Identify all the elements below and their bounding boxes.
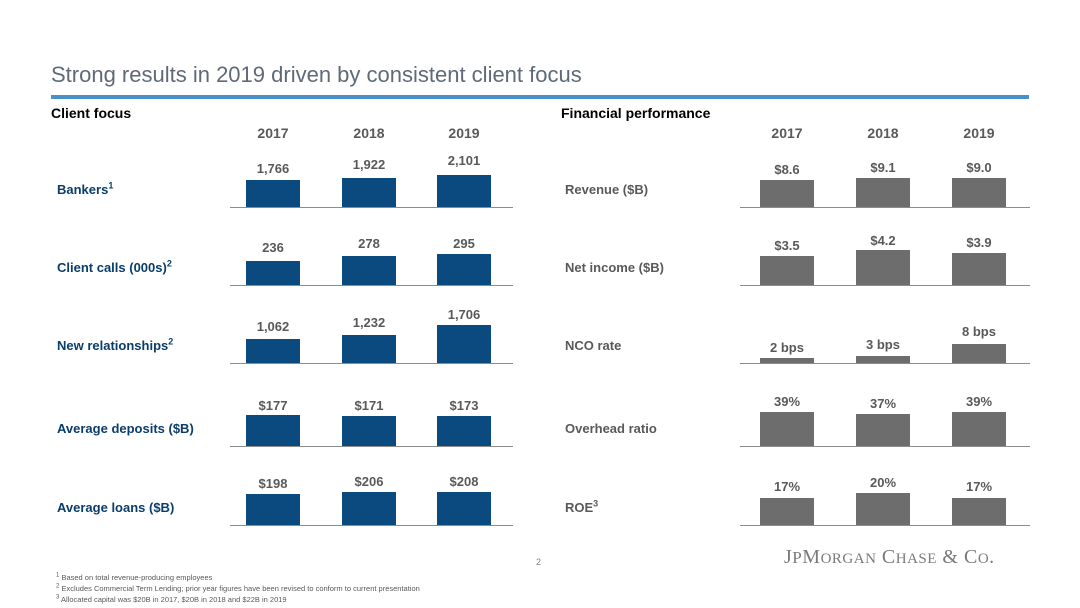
row-label-new-relationships: New relationships2: [57, 336, 174, 353]
financial-performance-heading: Financial performance: [561, 105, 711, 121]
footnote-3: 3 Allocated capital was $20B in 2017, $2…: [56, 594, 287, 605]
value-label: $8.6: [774, 162, 800, 177]
baseline: [230, 446, 513, 447]
bar-average-loans-2019: [437, 492, 491, 525]
bar-nco-rate-2019: [952, 344, 1006, 363]
footnote-1: 1 Based on total revenue-producing emplo…: [56, 572, 213, 583]
right-year-2018: 2018: [867, 125, 899, 141]
bar-average-deposits-2017: [246, 415, 300, 446]
bar-bankers-2018: [342, 178, 396, 207]
value-label: 37%: [869, 396, 897, 411]
value-label: $9.0: [966, 160, 992, 175]
page-number: 2: [536, 557, 542, 567]
left-year-2017: 2017: [257, 125, 289, 141]
value-label: 17%: [773, 479, 801, 494]
baseline: [740, 446, 1030, 447]
bar-nco-rate-2018: [856, 356, 910, 363]
bar-overhead-ratio-2019: [952, 412, 1006, 446]
bar-new-relationships-2019: [437, 325, 491, 363]
value-label: 1,062: [256, 319, 290, 334]
value-label: 39%: [773, 394, 801, 409]
row-label-net-income: Net income ($B): [565, 260, 664, 275]
value-label: 295: [453, 236, 475, 251]
bar-net-income-2018: [856, 250, 910, 285]
row-label-revenue: Revenue ($B): [565, 182, 649, 197]
value-label: $198: [258, 476, 288, 491]
bar-average-deposits-2019: [437, 416, 491, 446]
bar-average-deposits-2018: [342, 416, 396, 446]
value-label: 8 bps: [962, 324, 996, 339]
value-label: $9.1: [870, 160, 896, 175]
value-label: 1,922: [352, 157, 386, 172]
value-label: 1,766: [256, 161, 290, 176]
row-label-overhead-ratio: Overhead ratio: [565, 421, 657, 436]
baseline: [740, 525, 1030, 526]
value-label: 278: [358, 236, 380, 251]
bar-roe-2018: [856, 493, 910, 525]
baseline: [740, 207, 1030, 208]
footnote-2: 2 Excludes Commercial Term Lending; prio…: [56, 583, 420, 594]
value-label: $3.5: [774, 238, 800, 253]
baseline: [230, 363, 513, 364]
baseline: [740, 285, 1030, 286]
value-label: 3 bps: [866, 337, 900, 352]
left-year-2019: 2019: [448, 125, 480, 141]
row-label-roe: ROE3: [565, 498, 599, 515]
value-label: $171: [354, 398, 384, 413]
bar-revenue-2018: [856, 178, 910, 207]
right-year-2019: 2019: [963, 125, 995, 141]
bar-bankers-2019: [437, 175, 491, 207]
bar-roe-2019: [952, 498, 1006, 525]
bar-net-income-2019: [952, 253, 1006, 285]
value-label: $173: [449, 398, 479, 413]
bar-average-loans-2018: [342, 492, 396, 525]
value-label: 2,101: [447, 153, 481, 168]
baseline: [230, 525, 513, 526]
baseline: [230, 285, 513, 286]
left-year-2018: 2018: [353, 125, 385, 141]
value-label: $208: [449, 474, 479, 489]
bar-revenue-2019: [952, 178, 1006, 207]
value-label: $206: [354, 474, 384, 489]
bar-roe-2017: [760, 498, 814, 525]
company-logo: JPMORGAN CHASE & CO.: [784, 546, 995, 568]
baseline: [740, 363, 1030, 364]
value-label: $177: [258, 398, 288, 413]
baseline: [230, 207, 513, 208]
page-title: Strong results in 2019 driven by consist…: [51, 62, 582, 87]
value-label: $3.9: [966, 235, 992, 250]
value-label: 236: [262, 240, 284, 255]
row-label-average-deposits: Average deposits ($B): [57, 421, 194, 436]
bar-client-calls-2018: [342, 256, 396, 285]
bar-client-calls-2019: [437, 254, 491, 285]
bar-new-relationships-2017: [246, 339, 300, 363]
bar-revenue-2017: [760, 180, 814, 207]
bar-net-income-2017: [760, 256, 814, 285]
client-focus-heading: Client focus: [51, 105, 132, 121]
row-label-client-calls: Client calls (000s)2: [57, 258, 172, 275]
title-rule: [51, 95, 1029, 99]
bar-overhead-ratio-2017: [760, 412, 814, 446]
value-label: 2 bps: [770, 340, 804, 355]
value-label: 20%: [869, 475, 897, 490]
bar-overhead-ratio-2018: [856, 414, 910, 446]
bar-new-relationships-2018: [342, 335, 396, 363]
bar-bankers-2017: [246, 180, 300, 207]
row-label-average-loans: Average loans ($B): [57, 500, 175, 515]
row-label-bankers: Bankers1: [57, 180, 114, 197]
bar-average-loans-2017: [246, 494, 300, 525]
value-label: 1,706: [447, 307, 481, 322]
bar-nco-rate-2017: [760, 358, 814, 363]
value-label: 1,232: [352, 315, 386, 330]
value-label: 39%: [965, 394, 993, 409]
bar-client-calls-2017: [246, 261, 300, 285]
right-year-2017: 2017: [771, 125, 803, 141]
value-label: $4.2: [870, 233, 896, 248]
row-label-nco-rate: NCO rate: [565, 338, 622, 353]
value-label: 17%: [965, 479, 993, 494]
